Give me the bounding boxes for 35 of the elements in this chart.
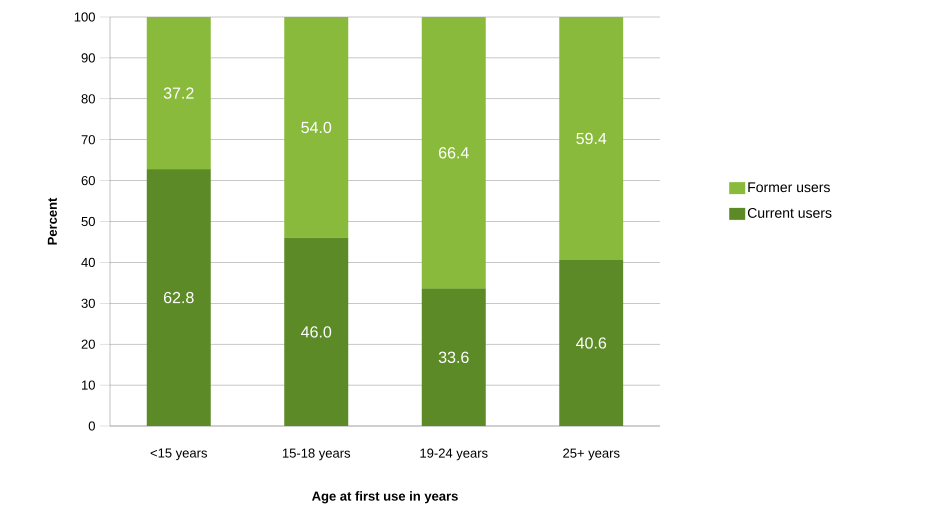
x-tick-label: <15 years xyxy=(150,448,207,460)
x-tick-label: 15-18 years xyxy=(282,448,350,460)
data-label: 54.0 xyxy=(301,122,332,134)
data-label: 33.6 xyxy=(438,352,469,363)
x-tick-label: 25+ years xyxy=(563,448,620,460)
data-label: 66.4 xyxy=(439,147,469,158)
y-tick-label: 80 xyxy=(82,94,95,104)
legend-label: Former users xyxy=(748,182,830,192)
data-label: 46.0 xyxy=(301,326,332,338)
bar xyxy=(146,169,211,426)
bar xyxy=(284,16,348,238)
y-axis-title: Percent xyxy=(48,198,57,244)
y-tick-label: 20 xyxy=(82,340,95,349)
y-tick-label: 90 xyxy=(82,53,95,62)
x-tick-label: 19-24 years xyxy=(420,448,488,460)
y-tick-label: 10 xyxy=(82,380,95,390)
bar xyxy=(422,288,486,426)
y-tick-label: 50 xyxy=(82,216,95,226)
data-label: 37.2 xyxy=(164,87,194,99)
data-label: 59.4 xyxy=(576,132,606,144)
bar xyxy=(422,16,486,289)
y-tick-label: 30 xyxy=(82,298,95,308)
y-tick-label: 60 xyxy=(82,176,95,186)
bar xyxy=(559,260,624,426)
data-label: 62.8 xyxy=(164,292,194,304)
x-axis-title: Age at first use in years xyxy=(312,491,458,504)
y-tick-label: 70 xyxy=(82,135,95,144)
bar xyxy=(284,238,348,426)
bar xyxy=(146,16,211,170)
legend-label: Current users xyxy=(748,208,832,218)
y-tick-label: 0 xyxy=(88,421,95,431)
y-tick-label: 100 xyxy=(74,12,95,22)
y-tick-label: 40 xyxy=(81,258,95,267)
bar xyxy=(559,16,624,260)
data-label: 40.6 xyxy=(576,337,606,349)
